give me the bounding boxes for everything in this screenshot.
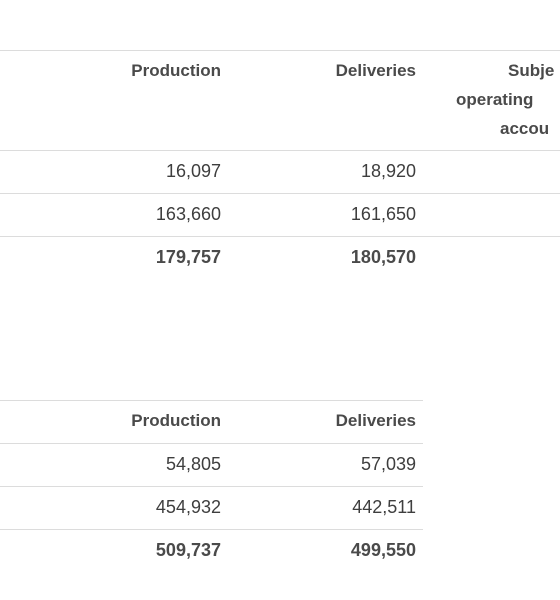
rule: [0, 400, 423, 401]
cell: 54,805: [165, 454, 221, 474]
rule: [0, 50, 560, 51]
cell: 57,039: [360, 454, 416, 474]
column-header: Deliveries: [335, 411, 416, 430]
rule: [0, 193, 560, 194]
total-cell: 509,737: [155, 540, 221, 560]
rule: [0, 236, 560, 237]
cell: 18,920: [360, 161, 416, 181]
column-header: Production: [131, 411, 221, 430]
total-cell: 180,570: [350, 247, 416, 267]
rule: [0, 486, 423, 487]
column-header: Deliveries: [335, 61, 416, 80]
total-cell: 179,757: [155, 247, 221, 267]
cell: 163,660: [155, 204, 221, 224]
column-header: operating: [456, 90, 534, 109]
column-header: Subje: [508, 61, 555, 80]
total-cell: 499,550: [350, 540, 416, 560]
cell: 161,650: [350, 204, 416, 224]
cell: 16,097: [165, 161, 221, 181]
cell: 454,932: [155, 497, 221, 517]
column-header: accou: [500, 119, 550, 138]
rule: [0, 150, 560, 151]
rule: [0, 443, 423, 444]
column-header: Production: [131, 61, 221, 80]
rule: [0, 529, 423, 530]
cell: 442,511: [352, 497, 416, 517]
